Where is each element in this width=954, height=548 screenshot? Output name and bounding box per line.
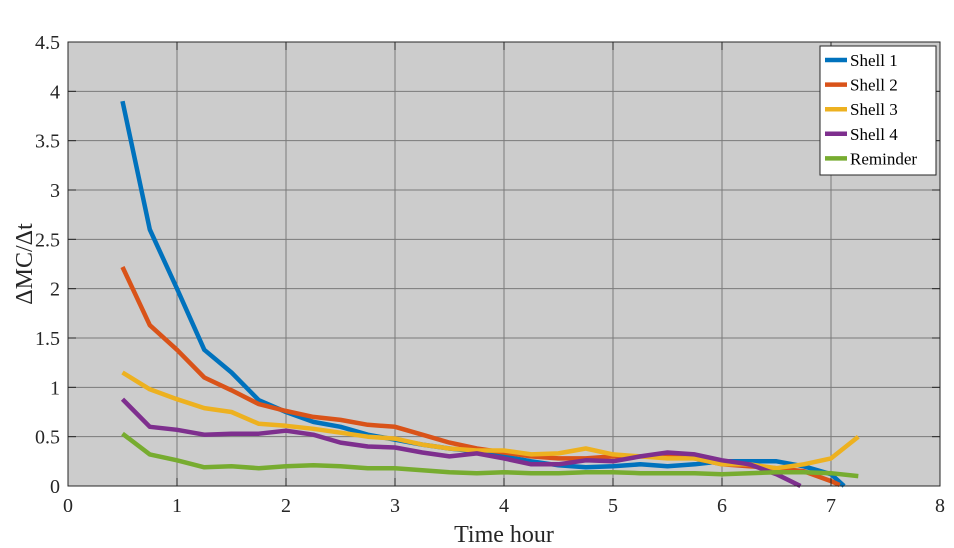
- series-lines: [120, 100, 860, 489]
- series-line-4: [120, 397, 802, 489]
- x-tick-label: 4: [499, 495, 509, 517]
- grid-lines: [68, 42, 940, 486]
- legend-label: Shell 1: [850, 51, 898, 70]
- x-tick-label: 0: [63, 495, 73, 517]
- y-tick-label: 3: [50, 180, 60, 202]
- x-tick-label: 1: [172, 495, 182, 517]
- y-axis: 0 0.5 1 1.5 2 2.5 3 3.5 4 4.5: [35, 32, 940, 498]
- x-tick-label: 7: [826, 495, 836, 517]
- y-tick-label: 2: [50, 279, 60, 301]
- y-tick-label: 0.5: [35, 427, 60, 449]
- legend-label: Shell 2: [850, 76, 898, 95]
- y-tick-label: 3.5: [35, 131, 60, 153]
- x-tick-label: 3: [390, 495, 400, 517]
- legend-label: Shell 4: [850, 125, 898, 144]
- y-tick-label: 4: [50, 81, 60, 103]
- y-tick-label: 1.5: [35, 328, 60, 350]
- y-axis-label: ΔMC/Δt: [12, 223, 38, 305]
- y-tick-label: 1: [50, 377, 60, 399]
- y-tick-label: 4.5: [35, 32, 60, 54]
- x-axis-label: Time hour: [454, 522, 554, 548]
- x-tick-label: 8: [935, 495, 945, 517]
- y-tick-label: 2.5: [35, 229, 60, 251]
- series-line-5: [121, 431, 859, 479]
- x-tick-label: 2: [281, 495, 291, 517]
- x-axis: 0 1 2 3 4 5 6 7 8: [63, 42, 945, 517]
- x-tick-label: 5: [608, 495, 618, 517]
- x-tick-label: 6: [717, 495, 727, 517]
- legend-label: Reminder: [850, 149, 917, 168]
- y-tick-label: 0: [50, 476, 60, 498]
- legend-label: Shell 3: [850, 100, 898, 119]
- legend: Shell 1 Shell 2 Shell 3 Shell 4 Reminder: [819, 45, 937, 176]
